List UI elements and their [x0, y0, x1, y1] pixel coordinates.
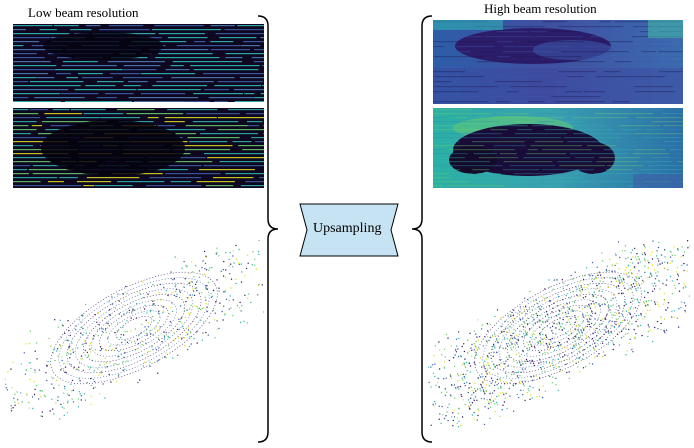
high-res-point-cloud — [415, 231, 694, 430]
low-res-intensity-image — [13, 108, 264, 188]
high-res-title: High beam resolution — [484, 1, 597, 16]
right-brace — [411, 15, 433, 443]
high-res-intensity-image — [433, 108, 683, 188]
upsampling-module — [299, 203, 399, 257]
left-brace — [257, 15, 279, 443]
low-res-point-cloud — [0, 239, 284, 426]
low-res-title: Low beam resolution — [28, 5, 139, 20]
low-res-range-image — [13, 24, 264, 102]
upsampling-label: Upsampling — [313, 221, 382, 236]
high-res-range-image — [433, 20, 683, 104]
